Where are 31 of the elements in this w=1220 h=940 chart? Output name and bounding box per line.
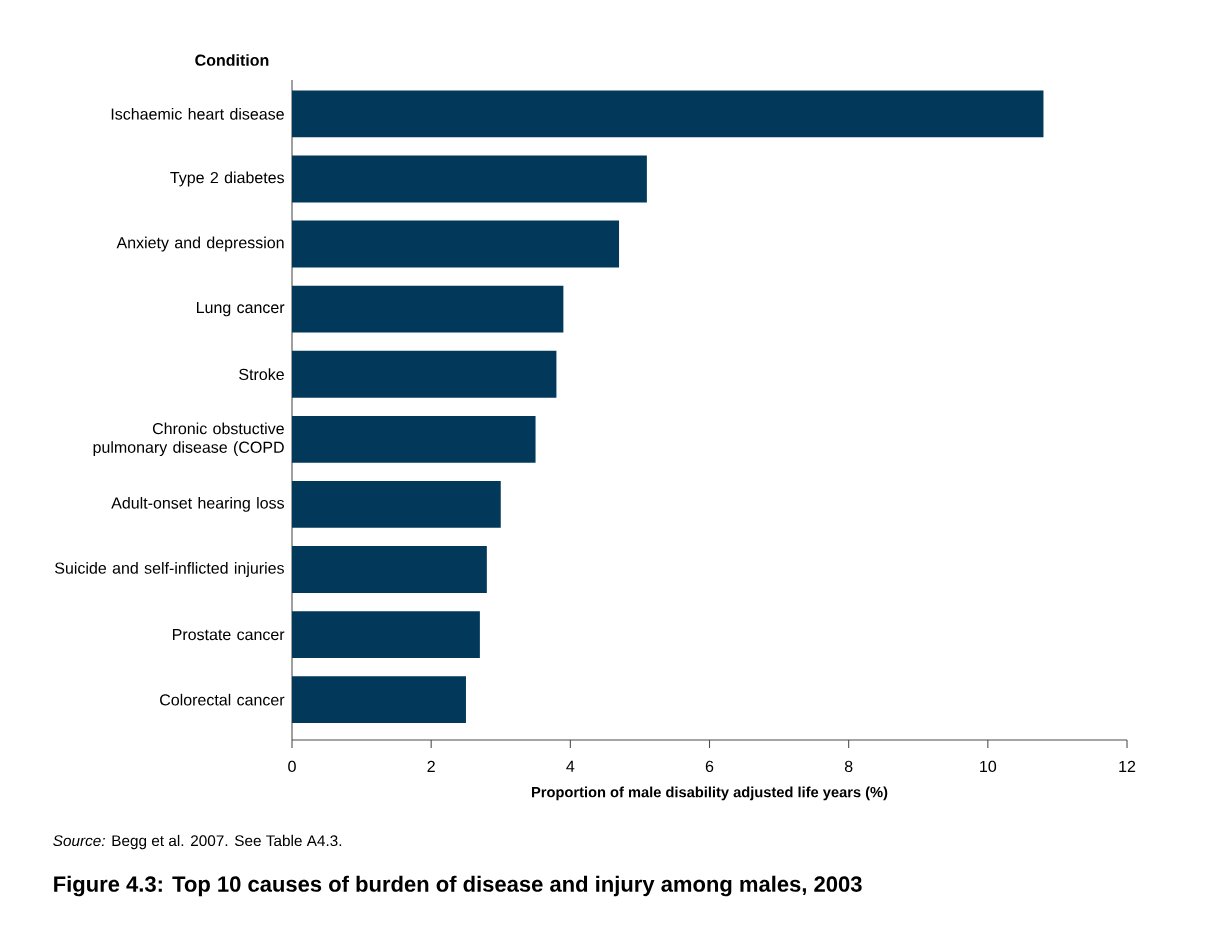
y-tick-label: Adult-onset hearing loss bbox=[111, 496, 285, 512]
bar bbox=[292, 350, 557, 398]
text: Source: Begg et al. 2007. See Table A4.3. bbox=[53, 834, 342, 850]
bar bbox=[292, 611, 480, 659]
y-axis-title: Condition bbox=[195, 54, 269, 66]
x-tick-label: 12 bbox=[1119, 760, 1136, 772]
y-tick-label: Prostate cancer bbox=[173, 629, 285, 641]
x-tick-label: 0 bbox=[288, 760, 296, 773]
y-tick-label: Ischaemic heart disease bbox=[111, 108, 284, 120]
y-tick-label: Chronic obstuctive pulmonary disease (COPD bbox=[93, 422, 284, 457]
text: Figure 4.3: Top 10 causes of burden of disease and injury among males, 2003 bbox=[54, 875, 862, 897]
x-tick-label: 8 bbox=[844, 760, 853, 773]
bar bbox=[292, 480, 501, 528]
x-axis-title: Proportion of male disability adjusted life years (%) bbox=[532, 786, 888, 801]
bar bbox=[292, 220, 620, 268]
bar bbox=[292, 546, 487, 593]
y-tick-label: Anxiety and depression bbox=[116, 236, 284, 252]
x-tick-label: 6 bbox=[705, 760, 714, 773]
bar bbox=[292, 415, 536, 463]
y-tick-label: Type 2 diabetes bbox=[170, 171, 285, 187]
y-tick-label: Stroke bbox=[239, 368, 284, 381]
y-tick-label: Colorectal cancer bbox=[160, 693, 285, 706]
bar bbox=[292, 90, 1044, 138]
y-tick-label: Suicide and self-inflicted injuries bbox=[55, 562, 284, 577]
bar bbox=[292, 285, 564, 333]
bar bbox=[292, 676, 466, 724]
bar bbox=[292, 155, 647, 203]
y-tick-label: Lung cancer bbox=[196, 301, 285, 317]
x-tick-label: 2 bbox=[427, 760, 435, 772]
x-tick-label: 10 bbox=[980, 760, 997, 773]
x-tick-label: 4 bbox=[566, 760, 575, 772]
